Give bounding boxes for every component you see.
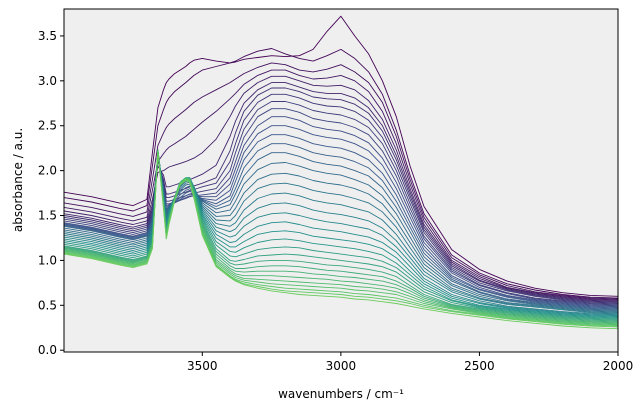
y-tick-label: 0.5	[38, 298, 57, 312]
y-axis-label: absorbance / a.u.	[11, 128, 25, 232]
x-tick-label: 2500	[464, 359, 495, 373]
x-axis: 3500 3000 2500 2000	[187, 352, 633, 373]
x-axis-label: wavenumbers / cm⁻¹	[278, 387, 404, 401]
y-tick-label: 3.0	[38, 74, 57, 88]
y-axis: 0.0 0.5 1.0 1.5 2.0 2.5 3.0 3.5	[38, 29, 64, 357]
y-tick-label: 3.5	[38, 29, 57, 43]
spectrum-line-3	[63, 62, 619, 300]
y-tick-label: 1.0	[38, 253, 57, 267]
y-tick-label: 0.0	[38, 343, 57, 357]
x-tick-label: 3000	[326, 359, 357, 373]
x-tick-label: 3500	[187, 359, 218, 373]
spectrum-line-1	[63, 15, 619, 297]
spectrum-line-4	[63, 69, 619, 301]
y-tick-label: 2.5	[38, 119, 57, 133]
series-layer	[63, 15, 619, 330]
y-tick-label: 1.5	[38, 209, 57, 223]
y-tick-label: 2.0	[38, 164, 57, 178]
spectrum-line-2	[63, 48, 619, 299]
spectrum-line-35	[63, 151, 619, 330]
x-tick-label: 2000	[603, 359, 634, 373]
